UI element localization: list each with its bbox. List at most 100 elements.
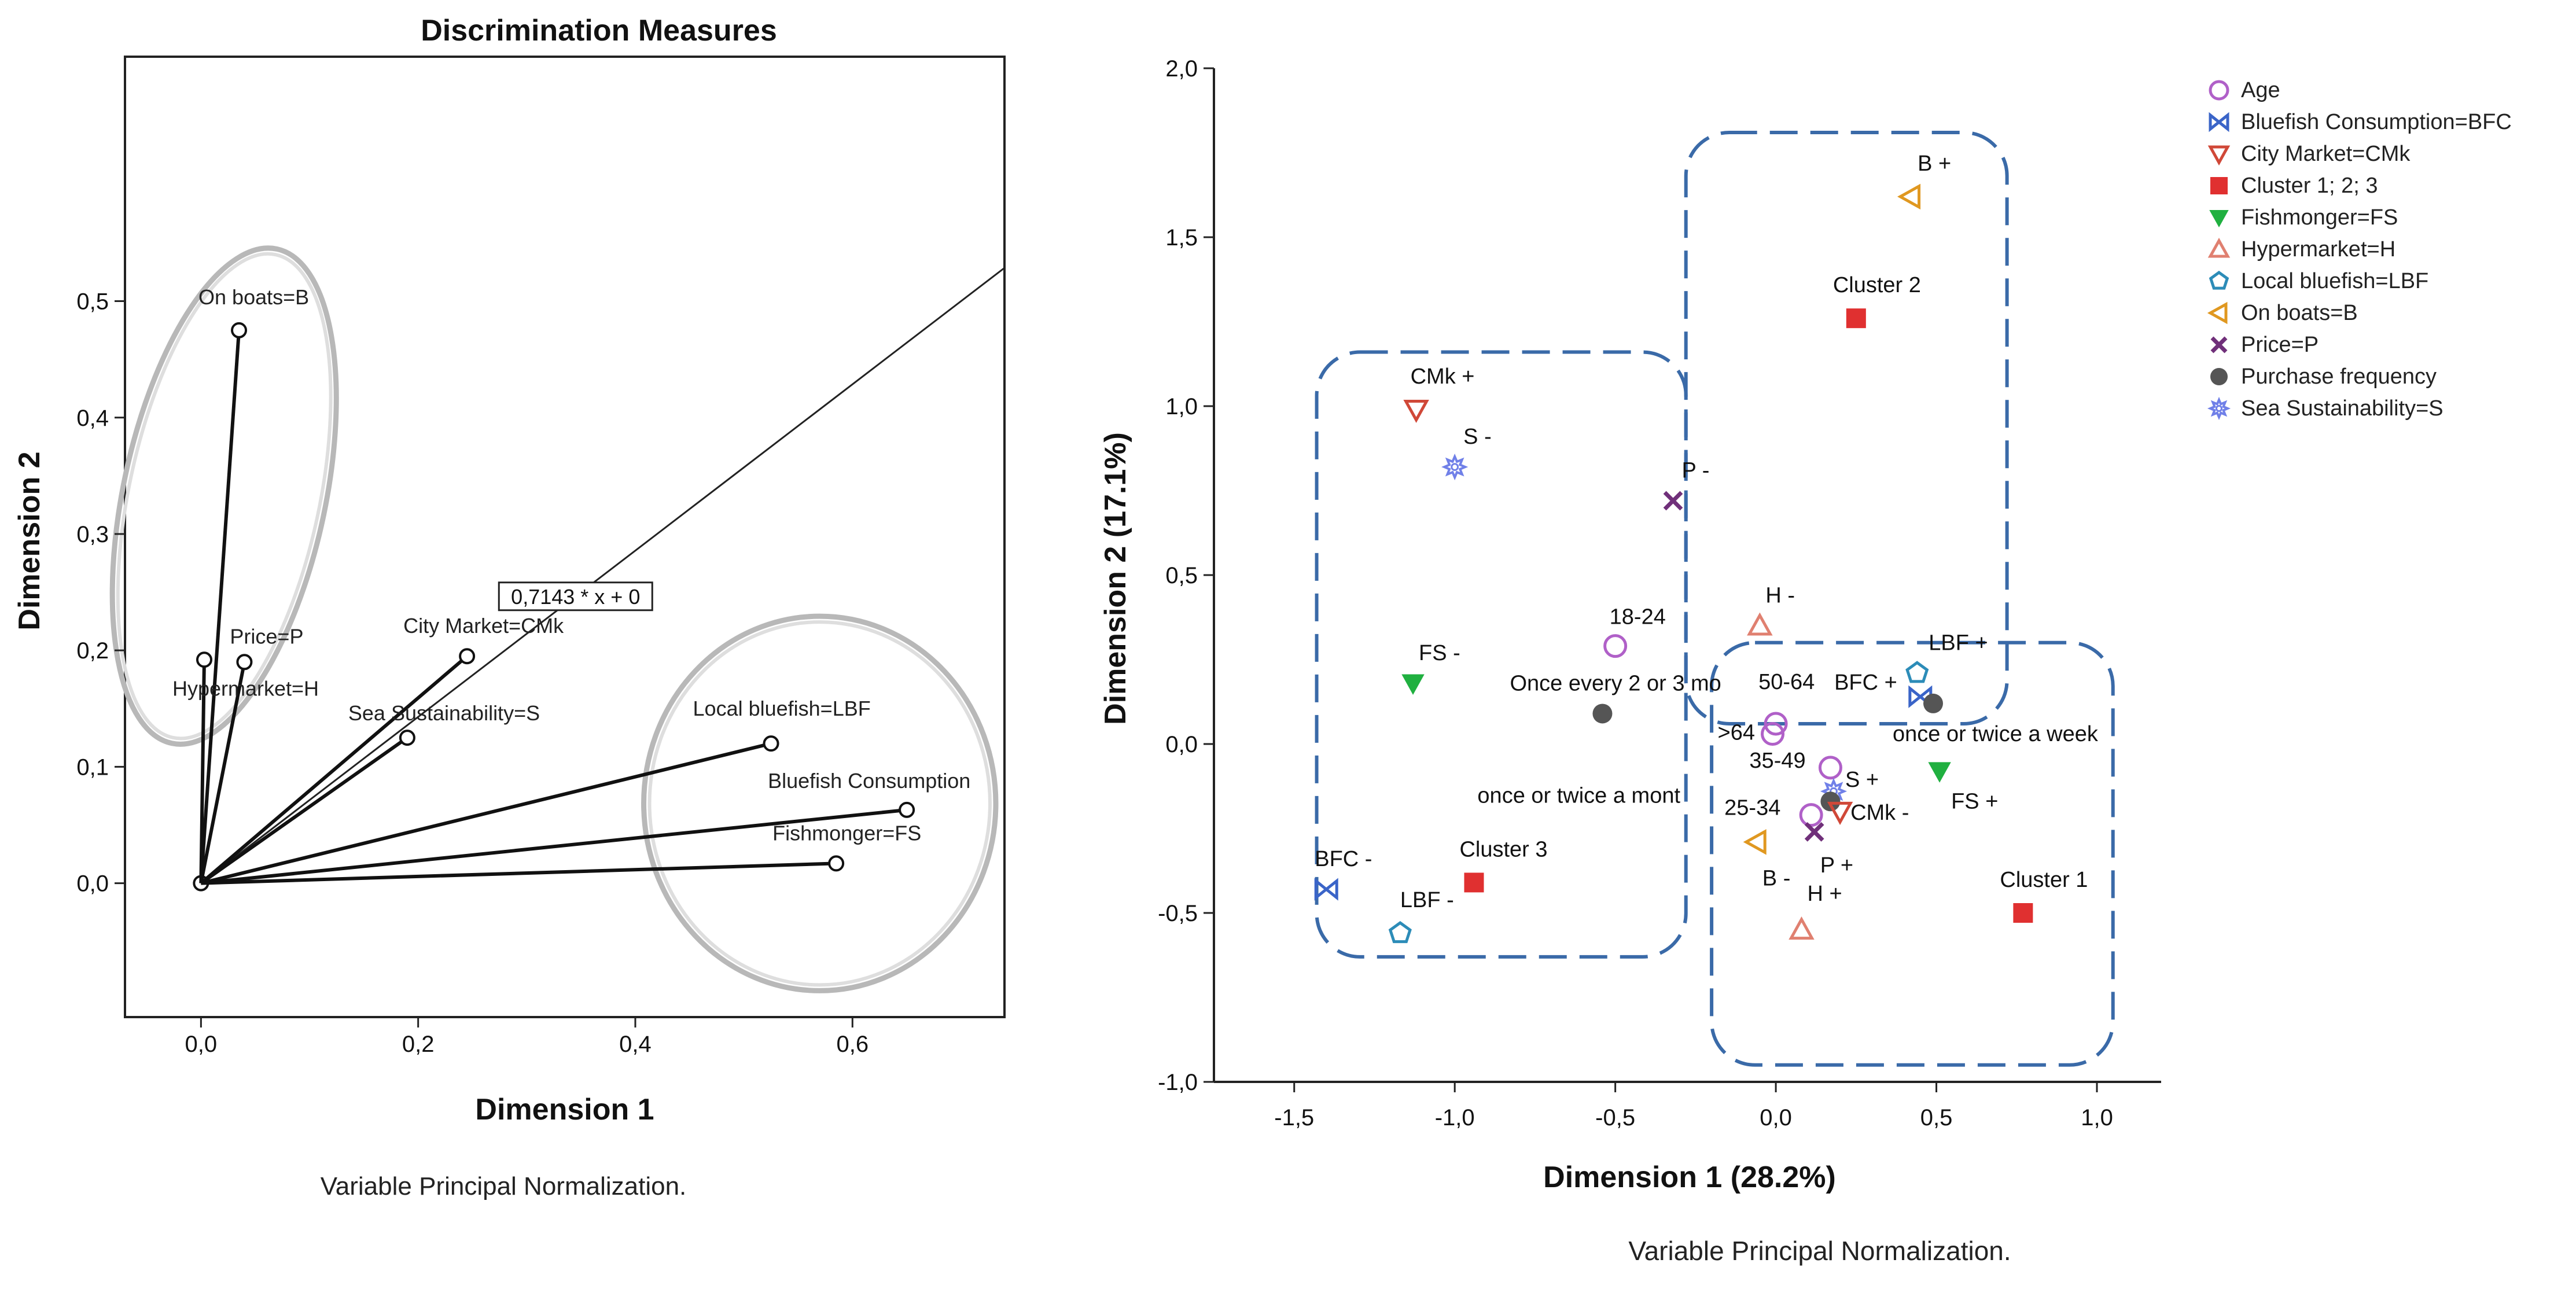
marker-fs (1928, 762, 1951, 783)
legend-label-price-p: Price=P (2241, 333, 2319, 357)
point-label-b: B - (1762, 866, 1791, 890)
label-hypermarket-h: Hypermarket=H (172, 676, 319, 700)
point-city-market-cmk (459, 648, 476, 665)
point-local-bluefish-lbf (763, 735, 779, 752)
left-vectors: On boats=B Price=P Hypermarket=H City Marke… (172, 285, 970, 892)
point-label-18-24: 18-24 (1610, 605, 1666, 629)
right-axes: -1,5 -1,0 -0,5 0,0 0,5 1,0 -1,0 -0,5 0,0 0,5 1,0 1,… (1158, 56, 2161, 1130)
point-label-bfc: BFC - (1315, 847, 1372, 871)
point-fishmonger-fs (828, 855, 845, 872)
marker-h (1789, 916, 1815, 940)
left-y-tick-label: 0,2 (76, 638, 109, 664)
right-x-tick-label: 0,5 (1920, 1105, 1953, 1130)
left-y-tick-label: 0,4 (76, 406, 109, 431)
left-reference-line: 0,7143 * x + 0 (200, 267, 1005, 884)
right-x-tick-label: 1,0 (2081, 1105, 2113, 1130)
marker-b (1743, 829, 1767, 855)
label-bluefish-consumption: Bluefish Consumption (768, 769, 970, 793)
point-label-lbf: LBF - (1400, 888, 1454, 912)
marker-fs (1401, 674, 1425, 695)
label-price-p: Price=P (230, 624, 303, 648)
right-y-tick-label: 0,5 (1165, 563, 1198, 588)
marker-cluster-2 (1846, 308, 1866, 329)
vector-price-p (199, 661, 246, 884)
right-y-axis-label: Dimension 2 (17.1%) (1099, 432, 1132, 725)
point-label-cluster-3: Cluster 3 (1459, 837, 1547, 861)
point-label-s: S + (1845, 768, 1879, 792)
left-x-tick-label: 0,6 (836, 1032, 869, 1057)
reference-line-label: 0,7143 * x + 0 (511, 585, 640, 609)
point-sea-sustainability-s (399, 730, 415, 746)
reference-line-label-box (498, 581, 653, 612)
left-x-tick-label: 0,4 (619, 1032, 652, 1057)
marker-s (1441, 454, 1469, 481)
legend-marker-city-market-cmk (2207, 145, 2231, 166)
point-label-cluster-1: Cluster 1 (2000, 868, 2088, 892)
vector-on-boats-b (199, 330, 241, 883)
point-on-boats-b (231, 322, 248, 338)
right-x-tick-label: 0,0 (1760, 1105, 1792, 1130)
marker-cmk (1403, 399, 1429, 423)
label-sea-sustainability-s: Sea Sustainability=S (348, 701, 540, 725)
legend-marker-bluefish-consumption-bfc (2209, 112, 2229, 132)
right-y-tick-label: 0,0 (1165, 732, 1198, 757)
point-label-s: S - (1463, 425, 1492, 449)
group-ellipse-1 (109, 245, 339, 747)
origin-point (193, 875, 209, 892)
point-label-b: B + (1918, 152, 1951, 176)
point-label-bfc: BFC + (1834, 671, 1897, 695)
point-label-25-34: 25-34 (1724, 796, 1780, 820)
point-label-50-64: 50-64 (1758, 670, 1815, 694)
left-y-tick-label: 0,0 (76, 871, 109, 897)
point-label-cmk: CMk + (1411, 364, 1475, 389)
marker-cluster-3 (1464, 872, 1484, 893)
marker-64 (1761, 721, 1785, 746)
right-y-tick-label: 1,5 (1165, 225, 1198, 251)
point-label-once-or-twice-a-mont: once or twice a mont (1477, 783, 1680, 808)
point-label-64: >64 (1718, 720, 1755, 745)
group-ellipse-2 (641, 613, 999, 993)
marker-p (1663, 491, 1683, 511)
vector-local-bluefish-lbf (200, 742, 772, 885)
right-y-tick-label: -0,5 (1158, 901, 1198, 926)
legend-label-bluefish-consumption-bfc: Bluefish Consumption=BFC (2241, 110, 2512, 134)
legend-label-hypermarket-h: Hypermarket=H (2241, 237, 2395, 262)
marker-h (1747, 612, 1773, 636)
cluster-box-cluster-1 (1710, 640, 2115, 1067)
legend-marker-age (2209, 80, 2229, 101)
marker-bfc (1908, 685, 1933, 708)
right-x-tick-label: -0,5 (1595, 1105, 1635, 1130)
joint-plot-chart: -1,5 -1,0 -0,5 0,0 0,5 1,0 -1,0 -0,5 0,0 0,5 1,0 1,… (1099, 56, 2512, 1266)
right-x-tick-label: -1,5 (1274, 1105, 1314, 1130)
left-y-tick-label: 0,1 (76, 754, 109, 780)
legend-label-city-market-cmk: City Market=CMk (2241, 142, 2411, 166)
marker-lbf (1905, 661, 1929, 683)
marker-once-every-2-or-3-mo (1592, 704, 1613, 724)
left-plot-frame (124, 56, 1006, 1018)
legend-marker-on-boats-b (2207, 301, 2228, 325)
vector-city-market-cmk (200, 654, 469, 885)
point-label-h: H + (1807, 882, 1842, 906)
right-x-tick-label: -1,0 (1435, 1105, 1475, 1130)
vector-bluefish-consumption (201, 808, 907, 885)
point-label-fs: FS - (1419, 641, 1460, 665)
right-x-axis-label: Dimension 1 (28.2%) (1543, 1161, 1836, 1194)
left-x-axis-ticks: 0,0 0,2 0,4 0,6 (185, 1017, 869, 1057)
marker-p (1804, 822, 1824, 842)
right-footnote: Variable Principal Normalization. (1628, 1236, 2011, 1266)
point-label-lbf: LBF + (1929, 631, 1988, 655)
right-y-tick-label: 1,0 (1165, 394, 1198, 419)
point-bluefish-consumption (899, 801, 915, 818)
label-fishmonger-fs: Fishmonger=FS (772, 821, 921, 845)
legend-marker-fishmonger-fs (2209, 210, 2229, 228)
legend-label-age: Age (2241, 78, 2280, 102)
left-x-tick-label: 0,2 (402, 1032, 435, 1057)
point-label-fs: FS + (1951, 790, 1998, 814)
cluster-boxes (1315, 130, 2115, 1067)
left-y-axis-label: Dimension 2 (13, 451, 46, 630)
point-label-h: H - (1765, 584, 1795, 608)
left-y-axis-ticks: 0,0 0,1 0,2 0,3 0,4 0,5 (76, 289, 125, 897)
right-y-tick-label: 2,0 (1165, 56, 1198, 82)
marker-cluster-1 (2013, 903, 2033, 923)
